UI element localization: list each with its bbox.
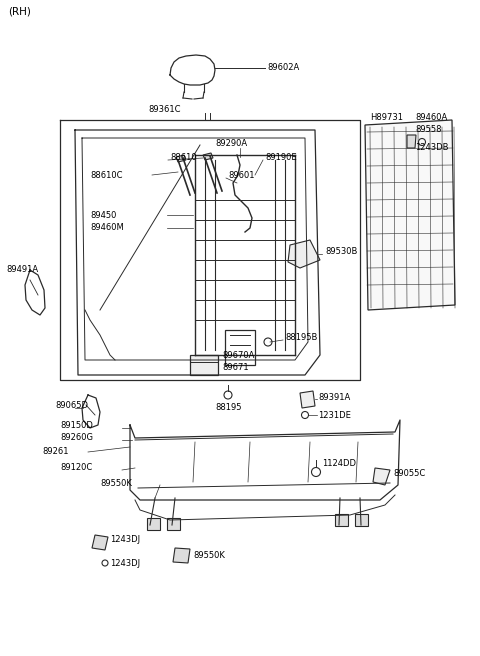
Text: 89055C: 89055C: [393, 468, 425, 478]
Text: 89558: 89558: [415, 125, 442, 134]
Text: 88195B: 88195B: [285, 333, 317, 342]
Text: 89460M: 89460M: [90, 224, 124, 232]
Text: 89150D: 89150D: [60, 420, 93, 430]
Text: 89120C: 89120C: [60, 464, 92, 472]
Text: 88610: 88610: [170, 152, 197, 161]
Text: 89460A: 89460A: [415, 113, 447, 123]
Polygon shape: [147, 518, 160, 530]
Text: 89261: 89261: [42, 447, 69, 457]
Text: 89530B: 89530B: [325, 247, 358, 256]
Text: 1243DB: 1243DB: [415, 142, 448, 152]
Polygon shape: [190, 355, 218, 375]
Text: 89065D: 89065D: [55, 401, 88, 409]
Text: 89361C: 89361C: [148, 106, 180, 115]
Polygon shape: [288, 240, 320, 268]
Text: 88610C: 88610C: [90, 171, 122, 180]
Polygon shape: [300, 391, 315, 408]
Text: 89550K: 89550K: [193, 550, 225, 560]
Text: 1243DJ: 1243DJ: [110, 535, 140, 544]
Text: 88195: 88195: [215, 403, 241, 413]
Text: 89450: 89450: [90, 211, 116, 220]
Text: 89290A: 89290A: [215, 138, 247, 148]
Text: 89601: 89601: [228, 171, 254, 180]
Text: 89391A: 89391A: [318, 394, 350, 403]
Polygon shape: [176, 155, 186, 162]
Text: 1231DE: 1231DE: [318, 411, 351, 419]
Text: (RH): (RH): [8, 7, 31, 17]
Text: 1243DJ: 1243DJ: [110, 558, 140, 567]
Polygon shape: [167, 518, 180, 530]
Text: 89671: 89671: [222, 363, 249, 373]
Polygon shape: [373, 468, 390, 485]
Text: H89731: H89731: [370, 113, 403, 123]
Text: 89602A: 89602A: [267, 64, 299, 73]
Text: 89670A: 89670A: [222, 352, 254, 361]
Polygon shape: [365, 120, 455, 310]
Polygon shape: [335, 514, 348, 526]
Polygon shape: [407, 135, 416, 148]
Polygon shape: [355, 514, 368, 526]
Text: 89190E: 89190E: [265, 152, 297, 161]
Text: 89491A: 89491A: [6, 266, 38, 274]
Polygon shape: [173, 548, 190, 563]
Text: 89550K: 89550K: [100, 478, 132, 487]
Text: 1124DD: 1124DD: [322, 459, 356, 468]
Polygon shape: [92, 535, 108, 550]
Text: 89260G: 89260G: [60, 434, 93, 443]
Polygon shape: [203, 153, 213, 160]
